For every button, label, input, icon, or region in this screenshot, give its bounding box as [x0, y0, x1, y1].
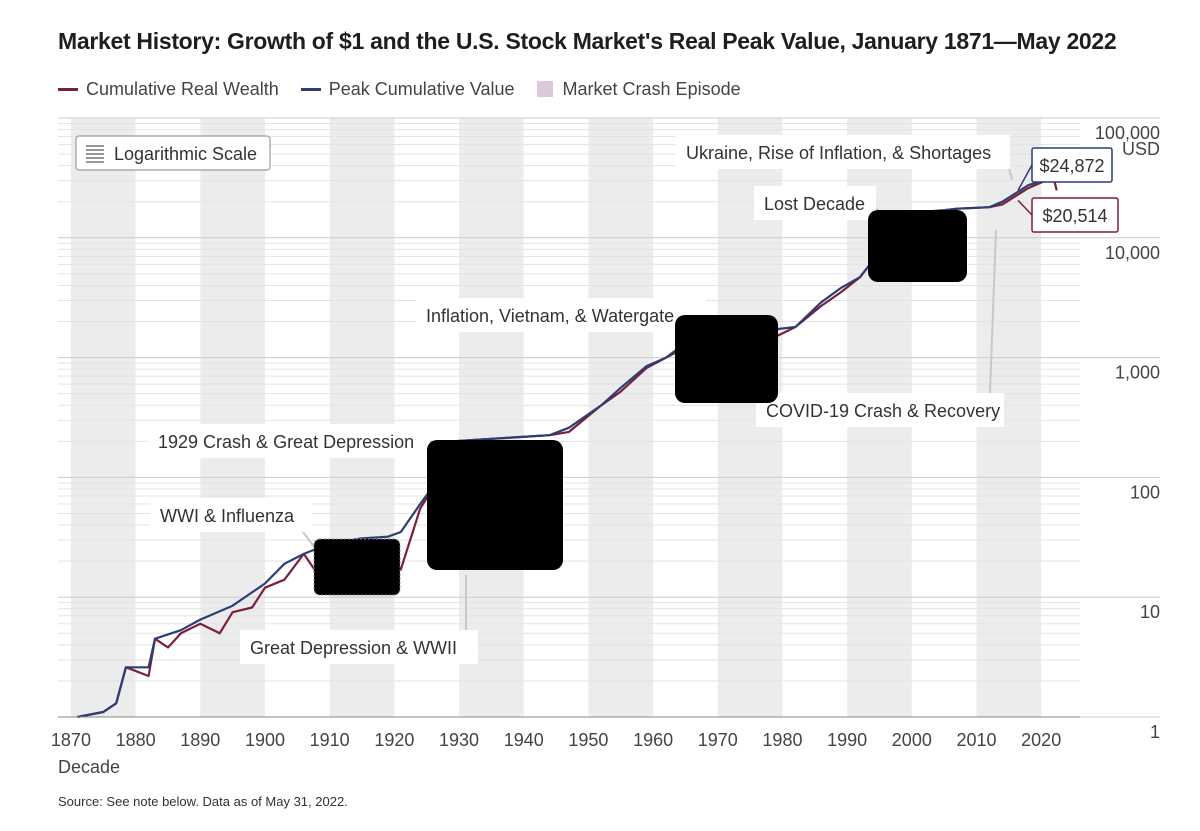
annotation-label: Ukraine, Rise of Inflation, & Shortages: [686, 143, 991, 163]
annotation-leader: [302, 531, 316, 549]
marker-label-peak: $24,872: [1039, 156, 1104, 176]
x-tick-label: 1890: [180, 730, 220, 750]
legend-item-crash[interactable]: Market Crash Episode: [536, 78, 741, 100]
annotation-label: WWI & Influenza: [160, 506, 295, 526]
legend: Cumulative Real Wealth Peak Cumulative V…: [58, 78, 763, 100]
redaction-block: [427, 440, 563, 570]
scale-badge-label: Logarithmic Scale: [114, 144, 257, 164]
y-tick-label: 10,000: [1105, 243, 1160, 263]
annotation-label: Lost Decade: [764, 194, 865, 214]
x-tick-label: 1880: [116, 730, 156, 750]
annotation-layer: WWI & Influenza 1929 Crash & Great Depres…: [148, 135, 1119, 664]
lines-icon: [86, 145, 104, 163]
legend-swatch-cumulative: [58, 87, 78, 91]
x-tick-label: 1990: [827, 730, 867, 750]
decade-band: [200, 118, 265, 717]
x-tick-label: 2000: [892, 730, 932, 750]
y-tick-label: 10: [1140, 602, 1160, 622]
x-tick-label: 1940: [504, 730, 544, 750]
y-unit-label: USD: [1122, 139, 1160, 159]
x-tick-label: 1980: [762, 730, 802, 750]
x-tick-label: 1950: [568, 730, 608, 750]
annotation-box: [240, 630, 478, 664]
y-tick-label: 1: [1150, 722, 1160, 742]
annotation-box: [754, 186, 876, 220]
x-tick-label: 1910: [310, 730, 350, 750]
annotation-box: [148, 424, 430, 458]
x-tick-label: 1920: [374, 730, 414, 750]
marker-leader-peak: [1017, 164, 1033, 191]
legend-item-cumulative[interactable]: Cumulative Real Wealth: [58, 79, 279, 100]
annotation-label: 1929 Crash & Great Depression: [158, 432, 414, 452]
x-tick-label: 1900: [245, 730, 285, 750]
annotation-label: COVID-19 Crash & Recovery: [766, 401, 1000, 421]
marker-leader-current: [1017, 199, 1033, 216]
legend-label-peak: Peak Cumulative Value: [328, 78, 515, 99]
y-tick-label: 100: [1130, 482, 1160, 502]
x-tick-label: 1970: [698, 730, 738, 750]
annotation-label: Great Depression & WWII: [250, 638, 457, 658]
decade-band: [588, 118, 654, 717]
x-tick-label: 1930: [439, 730, 479, 750]
legend-item-peak[interactable]: Peak Cumulative Value: [300, 78, 515, 100]
redaction-block: [313, 538, 401, 596]
x-axis-title: Decade: [58, 757, 120, 777]
annotation-box: [676, 135, 1010, 169]
y-tick-label: 1,000: [1115, 363, 1160, 383]
annotation-leader: [989, 229, 997, 394]
redaction-block: [675, 315, 778, 403]
annotation-label: Inflation, Vietnam, & Watergate: [426, 306, 674, 326]
legend-swatch-crash: [536, 81, 553, 97]
marker-box-current: [1031, 197, 1119, 233]
decade-band: [329, 118, 395, 717]
annotation-box: [416, 298, 706, 332]
marker-box-peak: [1031, 147, 1113, 183]
source-note: Source: See note below. Data as of May 3…: [58, 794, 348, 809]
annotation-box: [756, 393, 1004, 427]
legend-label-cumulative: Cumulative Real Wealth: [86, 78, 279, 99]
chart-title: Market History: Growth of $1 and the U.S…: [58, 28, 1117, 54]
annotation-box: [150, 498, 312, 532]
marker-label-current: $20,514: [1042, 206, 1107, 226]
legend-label-crash: Market Crash Episode: [562, 78, 741, 99]
x-tick-label: 2010: [956, 730, 996, 750]
x-tick-label: 1960: [633, 730, 673, 750]
legend-swatch-peak: [300, 87, 321, 91]
x-tick-label: 1870: [51, 730, 91, 750]
redaction-block: [868, 210, 967, 282]
y-tick-label: 100,000: [1095, 123, 1160, 143]
decade-band: [459, 118, 524, 717]
decade-band: [70, 118, 136, 717]
x-tick-label: 2020: [1021, 730, 1061, 750]
scale-badge[interactable]: Logarithmic Scale: [75, 135, 271, 171]
